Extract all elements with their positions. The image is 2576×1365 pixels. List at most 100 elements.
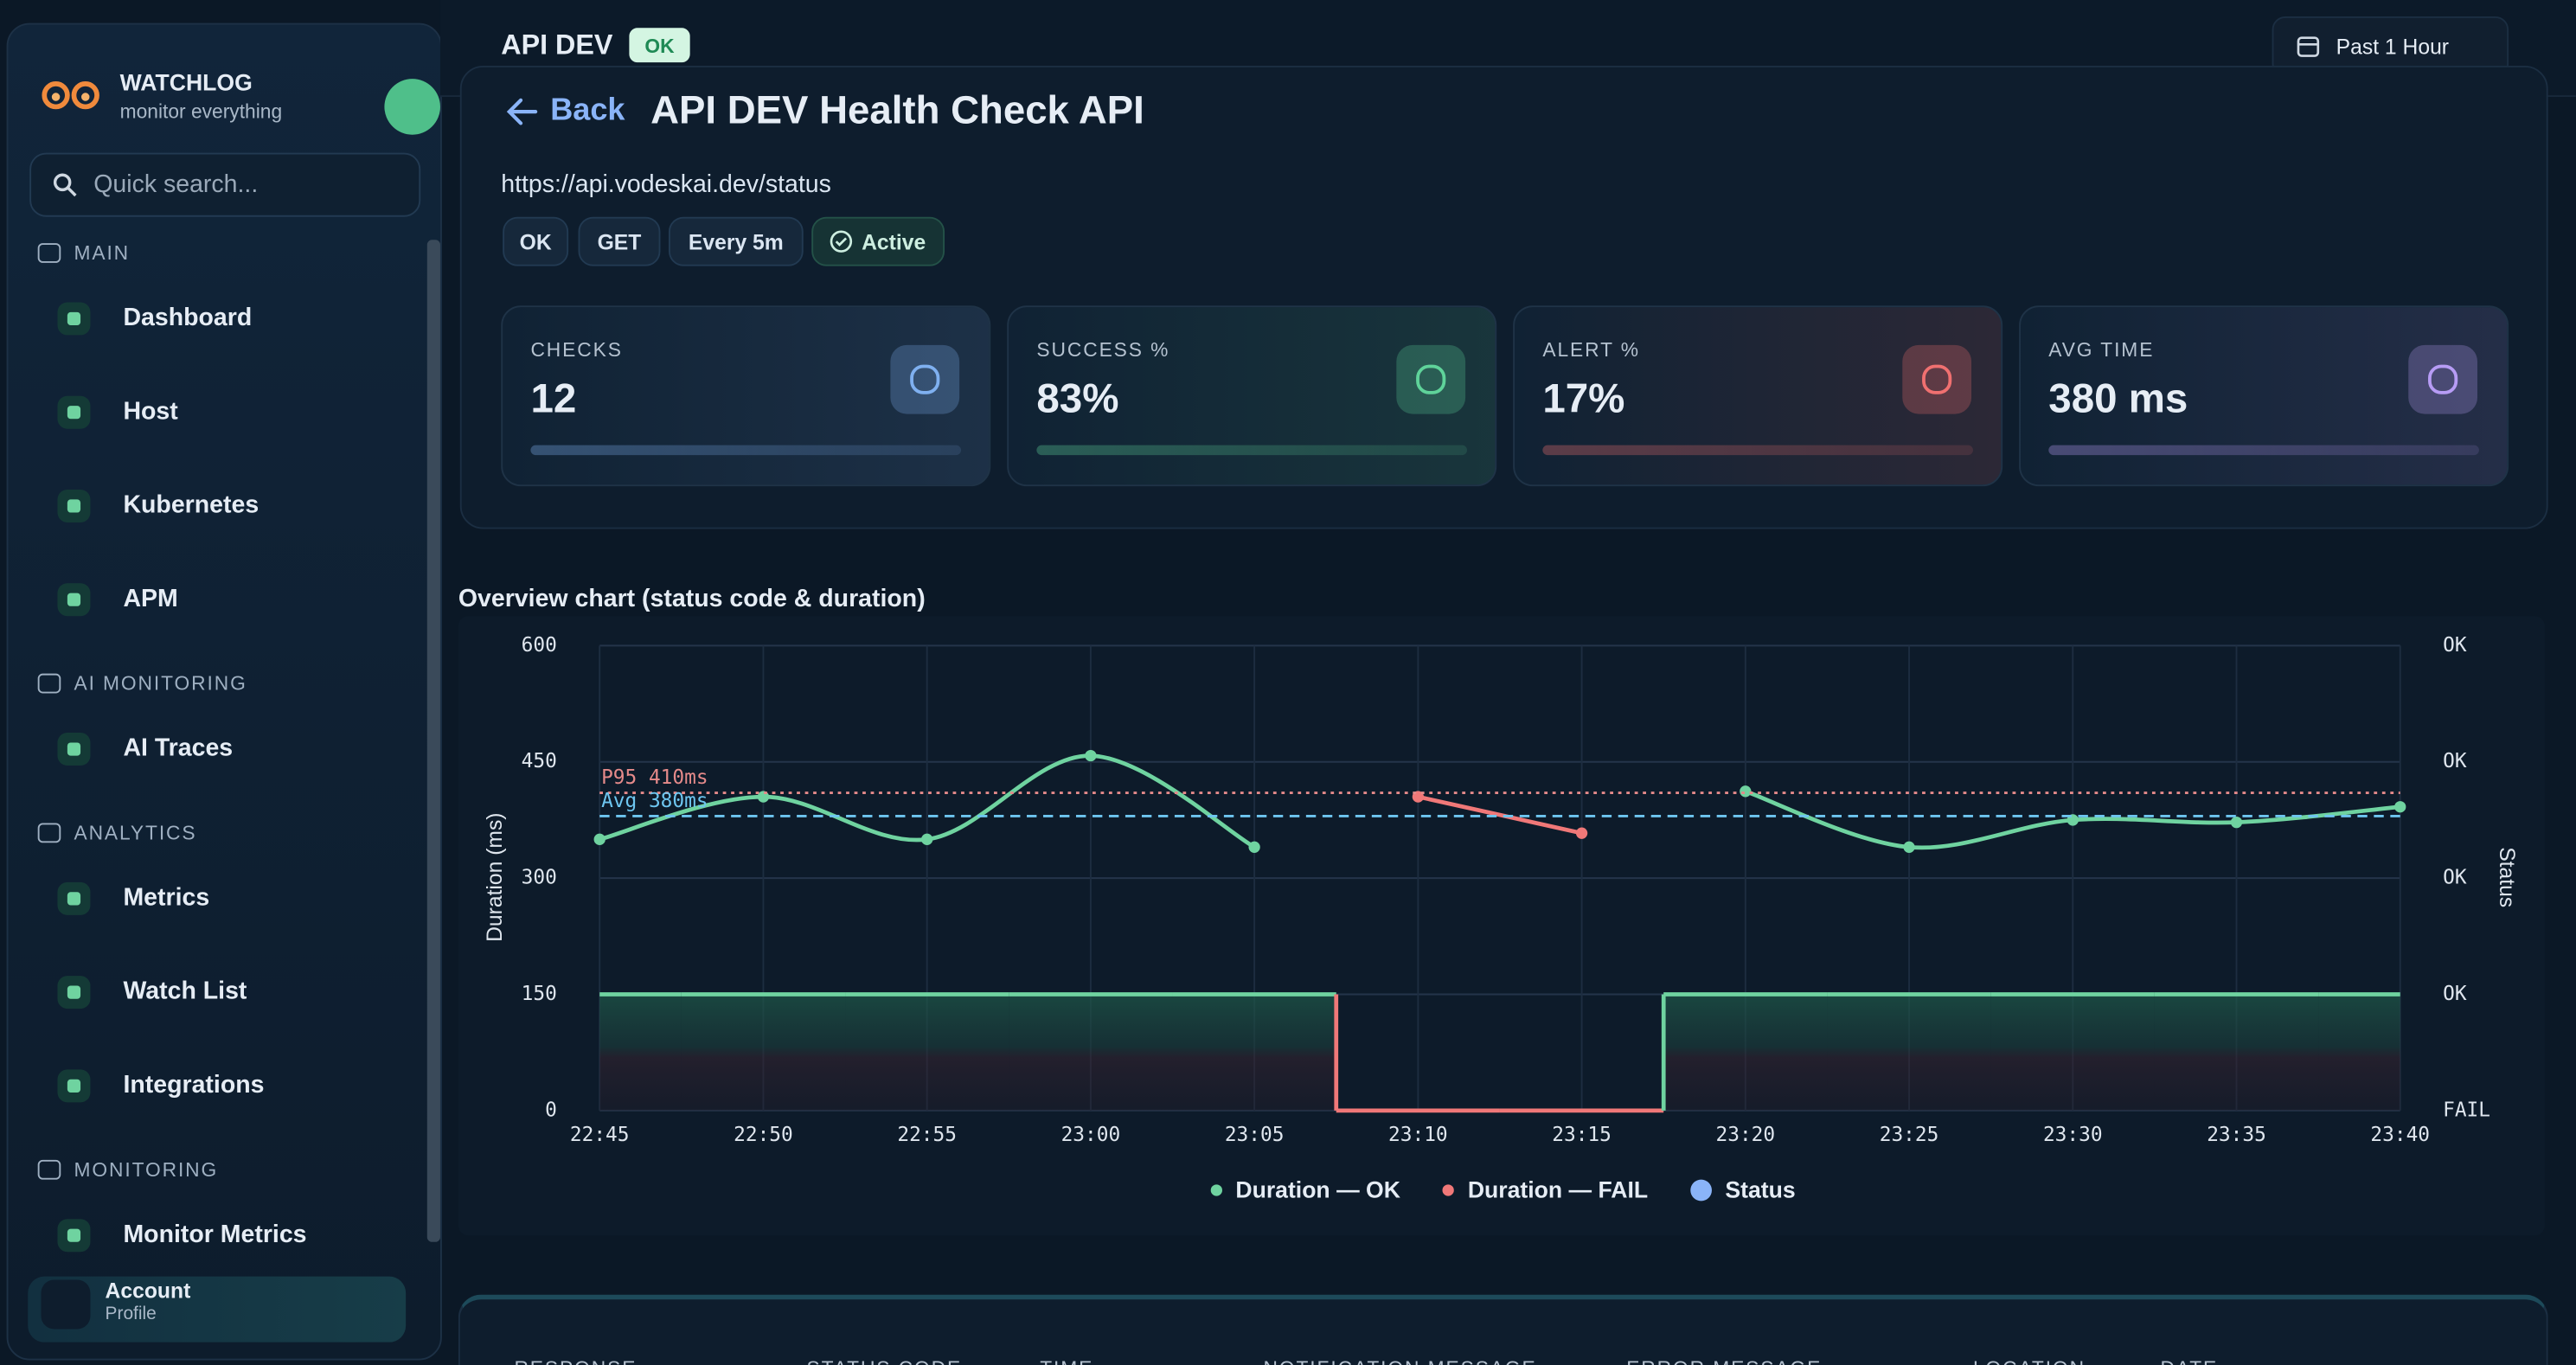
stat-card: ALERT % 17% (1513, 305, 2003, 487)
status-area (2154, 994, 2319, 1111)
stat-value: 17% (1542, 375, 1625, 423)
section-heading: ANALYTICS (74, 821, 197, 845)
status-area (1990, 994, 2155, 1111)
section-icon (37, 1159, 61, 1180)
legend-item[interactable]: Status (1690, 1176, 1796, 1203)
status-area (2318, 994, 2400, 1111)
x-tick-label: 22:45 (570, 1124, 630, 1146)
nav-item[interactable]: Host (38, 376, 413, 449)
header-badge: OK (629, 28, 690, 63)
stat-bar (530, 445, 962, 456)
nav-icon-dot (67, 985, 81, 999)
tagline: monitor everything (119, 99, 283, 124)
nav-icon-dot (67, 742, 81, 756)
nav-item[interactable]: Kubernetes (38, 470, 413, 542)
y2-tick-label: OK (2443, 983, 2467, 1005)
column-header: TIME (1040, 1357, 1093, 1365)
back-arrow[interactable] (504, 95, 541, 128)
chip-active: Active (811, 216, 945, 266)
status-area (1009, 994, 1173, 1111)
stat-card: SUCCESS % 83% (1007, 305, 1497, 487)
column-header: NOTIFICATION MESSAGE (1263, 1357, 1536, 1365)
account[interactable]: Account Profile (28, 1276, 407, 1343)
nav-item[interactable]: Watch List (38, 956, 413, 1029)
stat-value: 83% (1036, 375, 1119, 423)
reference-label: P95 410ms (601, 766, 708, 789)
nav-label: Monitor Metrics (123, 1221, 307, 1249)
y-tick-label: 600 (522, 634, 557, 657)
y-tick-label: 450 (522, 750, 557, 772)
x-tick-label: 23:20 (1716, 1124, 1776, 1146)
legend-item[interactable]: Duration — OK (1210, 1176, 1400, 1203)
stat-icon (890, 344, 960, 414)
legend: Duration — OK Duration — FAIL Status (0, 1176, 2576, 1202)
stat-bar (1542, 445, 1973, 456)
nav-item[interactable]: AI Traces (38, 713, 413, 785)
account-sub: Profile (105, 1304, 157, 1324)
nav-item[interactable]: Metrics (38, 862, 413, 935)
url: https://api.vodeskai.dev/status (501, 170, 831, 199)
stat-icon-glyph (910, 364, 940, 394)
section-icon (37, 823, 61, 843)
x-tick-label: 23:10 (1388, 1124, 1448, 1146)
legend-swatch (1443, 1183, 1455, 1195)
table-panel (458, 1294, 2548, 1365)
stat-icon-glyph (1416, 364, 1446, 394)
column-header: DATE (2160, 1357, 2218, 1365)
legend-label: Status (1725, 1176, 1796, 1203)
nav-label: AI Traces (123, 734, 234, 763)
status-area (1663, 994, 1828, 1111)
header-title: API DEV (501, 29, 613, 61)
x-tick-label: 23:00 (1061, 1124, 1121, 1146)
nav-icon-dot (67, 406, 81, 420)
detail-title: API DEV Health Check API (650, 88, 1144, 133)
legend-label: Duration — OK (1235, 1176, 1400, 1203)
point (757, 791, 770, 803)
stat-icon-glyph (1922, 364, 1952, 394)
status-area (1827, 994, 1991, 1111)
account-name: Account (105, 1278, 191, 1304)
collapse-button[interactable] (384, 79, 440, 135)
legend-swatch (1690, 1178, 1713, 1201)
search-box[interactable]: Quick search... (29, 152, 421, 217)
stat-card: AVG TIME 380 ms (2019, 305, 2509, 487)
point (1903, 841, 1915, 853)
point (2394, 801, 2406, 813)
point (2230, 816, 2243, 829)
nav-item[interactable]: Integrations (38, 1050, 413, 1123)
x-tick-label: 22:50 (734, 1124, 793, 1146)
legend-item[interactable]: Duration — FAIL (1443, 1176, 1648, 1202)
nav-item[interactable]: Dashboard (38, 283, 413, 356)
scrollbar[interactable] (426, 240, 440, 1242)
nav-label: APM (123, 585, 178, 613)
y2-tick-label: OK (2443, 634, 2467, 657)
search-icon (53, 173, 77, 197)
nav-item[interactable]: APM (38, 563, 413, 636)
stat-label: ALERT % (1542, 338, 1640, 362)
x-tick-label: 23:35 (2207, 1124, 2266, 1146)
x-tick-label: 23:30 (2043, 1124, 2103, 1146)
nav-label: Host (123, 397, 178, 426)
chip-label: Active (862, 228, 926, 254)
chip: GET (578, 216, 661, 266)
nav-icon-dot (67, 892, 81, 906)
section-heading: MONITORING (74, 1157, 219, 1182)
point (1740, 785, 1752, 798)
status-area (1172, 994, 1336, 1111)
stat-bar (1036, 445, 1467, 456)
stat-label: CHECKS (530, 338, 623, 362)
status-area (845, 994, 1009, 1111)
stat-label: SUCCESS % (1036, 338, 1170, 362)
back-link[interactable]: Back (550, 93, 625, 129)
nav-item[interactable]: Monitor Metrics (38, 1199, 413, 1272)
point (1575, 827, 1588, 839)
stat-card: CHECKS 12 (501, 305, 991, 487)
section-icon (37, 673, 61, 694)
nav-label: Kubernetes (123, 490, 260, 520)
stat-bar (2048, 445, 2479, 456)
stat-label: AVG TIME (2048, 338, 2155, 362)
stat-value: 12 (530, 375, 577, 423)
stat-icon (1396, 344, 1466, 414)
nav-icon-dot (67, 311, 81, 326)
